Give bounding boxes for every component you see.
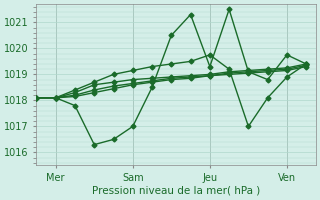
X-axis label: Pression niveau de la mer( hPa ): Pression niveau de la mer( hPa ) — [92, 186, 260, 196]
